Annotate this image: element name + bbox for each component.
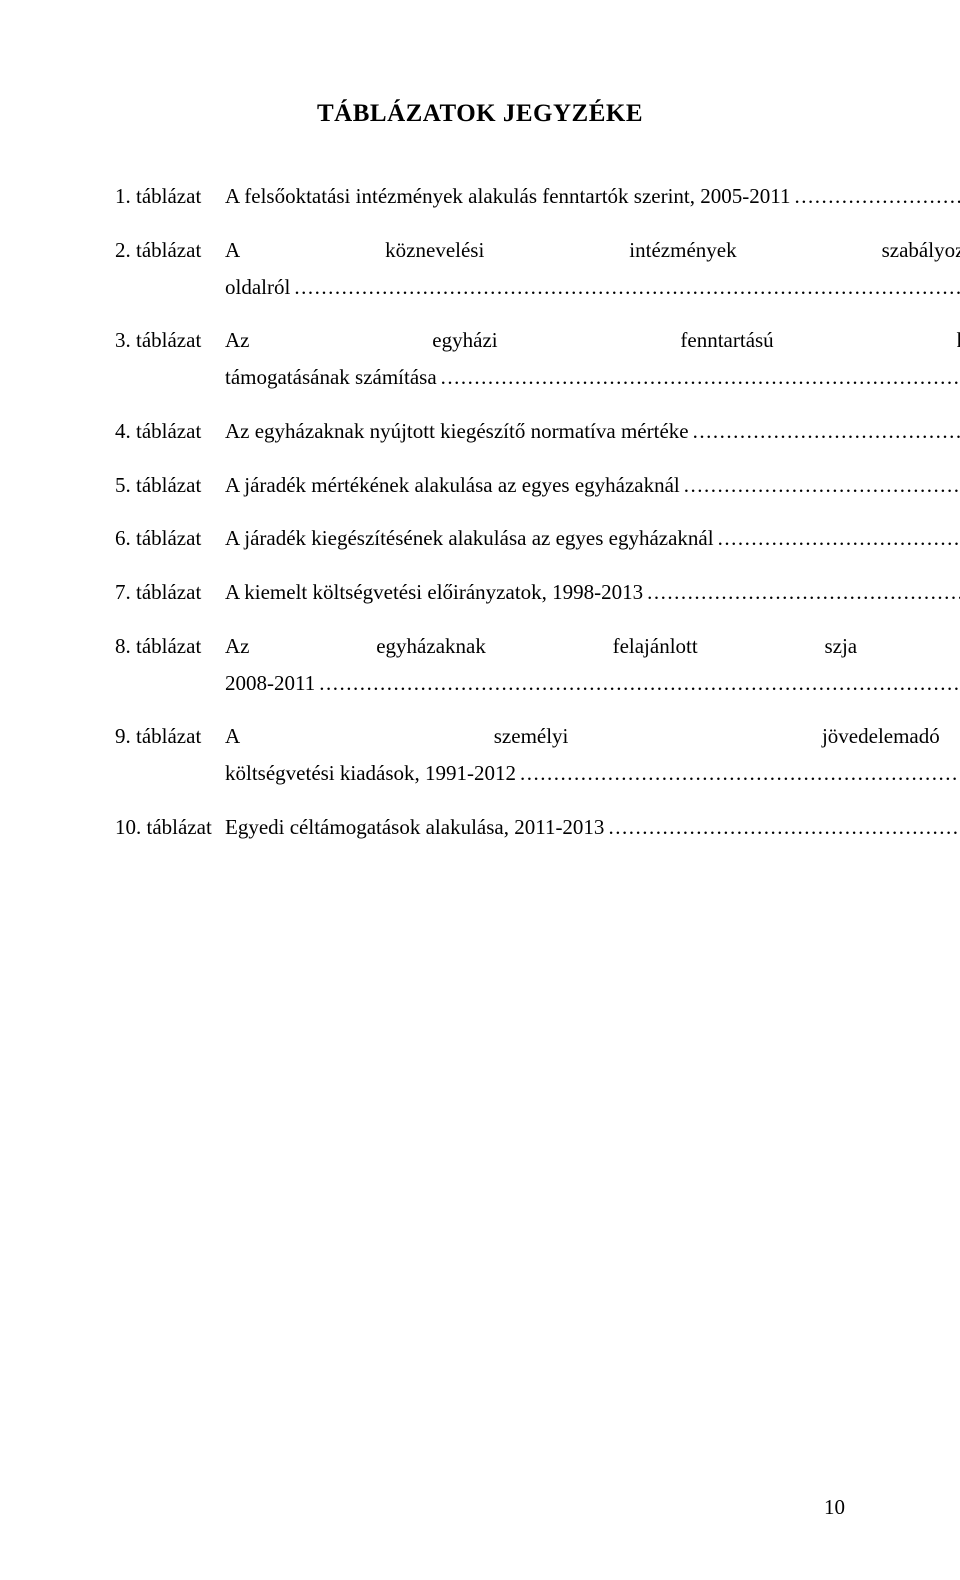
toc-entry-line: Aszemélyijövedelemadórendelkezésekkelkap… bbox=[225, 718, 960, 755]
toc-entry-line: A felsőoktatási intézmények alakulás fen… bbox=[225, 178, 960, 215]
toc-entry-text: szabályozása bbox=[882, 232, 960, 269]
toc-entry: 4. táblázatAz egyházaknak nyújtott kiegé… bbox=[115, 413, 845, 450]
toc-entry-text: A járadék kiegészítésének alakulása az e… bbox=[225, 520, 714, 557]
toc-entry-line: Egyedi céltámogatások alakulása, 2011-20… bbox=[225, 809, 960, 846]
toc-entry: 10. táblázatEgyedi céltámogatások alakul… bbox=[115, 809, 845, 846]
toc-entry-text: A kiemelt költségvetési előirányzatok, 1… bbox=[225, 574, 643, 611]
toc-entry-label: 8. táblázat bbox=[115, 628, 225, 665]
toc-entry-text: köznevelési bbox=[385, 232, 484, 269]
toc-entry-text: A járadék mértékének alakulása az egyes … bbox=[225, 467, 680, 504]
toc-entry-text: 2008-2011 bbox=[225, 665, 315, 702]
toc-entry-text: költségvetési kiadások, 1991-2012 bbox=[225, 755, 516, 792]
toc-entry: 5. táblázatA járadék mértékének alakulás… bbox=[115, 467, 845, 504]
toc-entry-line: költségvetési kiadások, 1991-2012.......… bbox=[225, 755, 960, 792]
toc-entry-line: A kiemelt költségvetési előirányzatok, 1… bbox=[225, 574, 960, 611]
toc-entry-line: Azegyházifenntartásúközoktatásiintézmény… bbox=[225, 322, 960, 359]
toc-entry: 1. táblázatA felsőoktatási intézmények a… bbox=[115, 178, 845, 215]
toc-entry-text: fenntartású bbox=[680, 322, 773, 359]
toc-entry: 2. táblázatAköznevelésiintézményekszabál… bbox=[115, 232, 845, 306]
toc-entry: 7. táblázatA kiemelt költségvetési előir… bbox=[115, 574, 845, 611]
toc-entry-line: Azegyházaknakfelajánlottszja1%egyházanké… bbox=[225, 628, 960, 665]
toc-entry-text: A bbox=[225, 232, 240, 269]
toc-entry-text: szja bbox=[824, 628, 857, 665]
toc-dots: ........................................… bbox=[294, 269, 960, 306]
toc-entry-text: egyházaknak bbox=[376, 628, 486, 665]
toc-entry-line: oldalról................................… bbox=[225, 269, 960, 306]
toc-dots: ........................................… bbox=[684, 467, 960, 504]
toc-entry-text: Egyedi céltámogatások alakulása, 2011-20… bbox=[225, 809, 604, 846]
toc-entry-body: Aköznevelésiintézményekszabályozásafennt… bbox=[225, 232, 960, 306]
toc-entries: 1. táblázatA felsőoktatási intézmények a… bbox=[115, 178, 845, 846]
toc-dots: ........................................… bbox=[608, 809, 960, 846]
toc-entry-label: 3. táblázat bbox=[115, 322, 225, 359]
toc-entry-body: A járadék mértékének alakulása az egyes … bbox=[225, 467, 960, 504]
toc-dots: ........................................… bbox=[520, 755, 960, 792]
toc-entry-text: Az egyházaknak nyújtott kiegészítő norma… bbox=[225, 413, 689, 450]
toc-dots: ........................................… bbox=[794, 178, 960, 215]
toc-entry-text: Az bbox=[225, 628, 250, 665]
toc-entry-text: Az bbox=[225, 322, 250, 359]
toc-entry-body: A járadék kiegészítésének alakulása az e… bbox=[225, 520, 960, 557]
toc-entry-body: Az egyházaknak nyújtott kiegészítő norma… bbox=[225, 413, 960, 450]
toc-entry: 8. táblázatAzegyházaknakfelajánlottszja1… bbox=[115, 628, 845, 702]
toc-entry-text: oldalról bbox=[225, 269, 290, 306]
toc-entry-body: Azegyházifenntartásúközoktatásiintézmény… bbox=[225, 322, 960, 396]
toc-entry-body: Aszemélyijövedelemadórendelkezésekkelkap… bbox=[225, 718, 960, 792]
toc-entry-line: támogatásának számítása.................… bbox=[225, 359, 960, 396]
toc-entry-body: A kiemelt költségvetési előirányzatok, 1… bbox=[225, 574, 960, 611]
toc-entry-line: 2008-2011...............................… bbox=[225, 665, 960, 702]
toc-dots: ........................................… bbox=[693, 413, 960, 450]
toc-entry: 3. táblázatAzegyházifenntartásúközoktatá… bbox=[115, 322, 845, 396]
toc-entry-label: 9. táblázat bbox=[115, 718, 225, 755]
toc-dots: ........................................… bbox=[647, 574, 960, 611]
toc-entry-body: Azegyházaknakfelajánlottszja1%egyházanké… bbox=[225, 628, 960, 702]
toc-entry: 9. táblázatAszemélyijövedelemadórendelke… bbox=[115, 718, 845, 792]
toc-entry-label: 7. táblázat bbox=[115, 574, 225, 611]
toc-entry-label: 4. táblázat bbox=[115, 413, 225, 450]
toc-entry-text: személyi bbox=[494, 718, 569, 755]
toc-entry-text: jövedelemadó bbox=[822, 718, 940, 755]
toc-dots: ........................................… bbox=[441, 359, 960, 396]
toc-entry-line: Aköznevelésiintézményekszabályozásafennt… bbox=[225, 232, 960, 269]
toc-entry-label: 6. táblázat bbox=[115, 520, 225, 557]
toc-entry-line: Az egyházaknak nyújtott kiegészítő norma… bbox=[225, 413, 960, 450]
toc-entry-text: intézmények bbox=[629, 232, 736, 269]
toc-entry-text: közoktatási bbox=[956, 322, 960, 359]
toc-entry-label: 5. táblázat bbox=[115, 467, 225, 504]
toc-entry-text: A bbox=[225, 718, 240, 755]
toc-entry-label: 10. táblázat bbox=[115, 809, 225, 846]
toc-entry-body: A felsőoktatási intézmények alakulás fen… bbox=[225, 178, 960, 215]
toc-entry-text: egyházi bbox=[432, 322, 497, 359]
toc-entry-text: támogatásának számítása bbox=[225, 359, 437, 396]
toc-entry-body: Egyedi céltámogatások alakulása, 2011-20… bbox=[225, 809, 960, 846]
toc-entry-label: 1. táblázat bbox=[115, 178, 225, 215]
toc-entry-line: A járadék mértékének alakulása az egyes … bbox=[225, 467, 960, 504]
toc-entry-text: A felsőoktatási intézmények alakulás fen… bbox=[225, 178, 790, 215]
toc-dots: ........................................… bbox=[319, 665, 960, 702]
toc-dots: ........................................… bbox=[718, 520, 960, 557]
toc-entry-text: felajánlott bbox=[613, 628, 698, 665]
page-number: 10 bbox=[824, 1495, 845, 1520]
page-title: TÁBLÁZATOK JEGYZÉKE bbox=[115, 100, 845, 128]
toc-entry: 6. táblázatA járadék kiegészítésének ala… bbox=[115, 520, 845, 557]
toc-entry-label: 2. táblázat bbox=[115, 232, 225, 269]
toc-entry-line: A járadék kiegészítésének alakulása az e… bbox=[225, 520, 960, 557]
